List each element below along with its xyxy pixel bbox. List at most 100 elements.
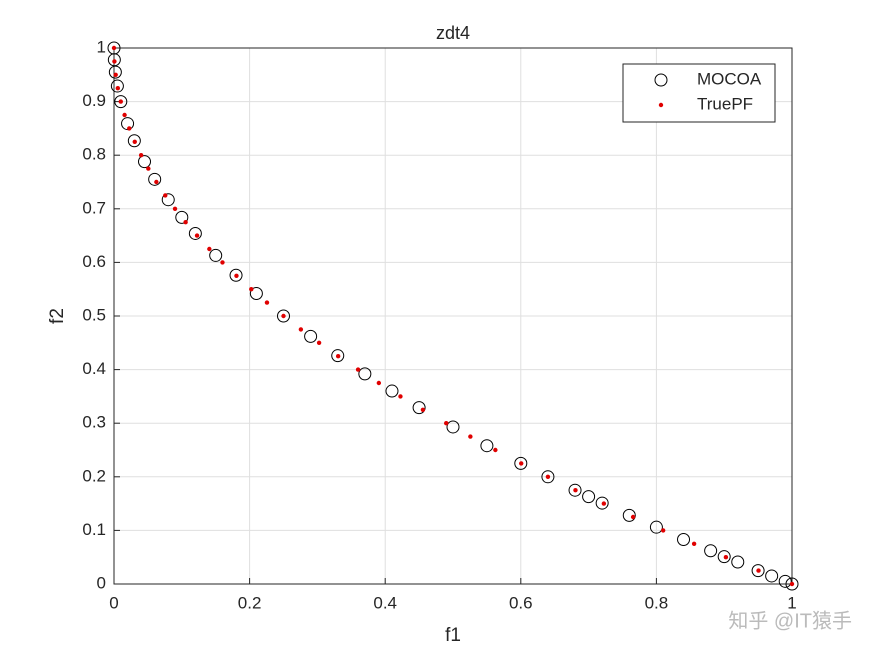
y-tick-label: 0.3 [82, 413, 106, 432]
point [704, 544, 718, 558]
point [281, 313, 286, 319]
point [595, 496, 609, 510]
point [541, 470, 555, 484]
point [778, 574, 792, 588]
point [785, 577, 799, 591]
point [677, 533, 691, 547]
point [110, 79, 124, 93]
point [514, 456, 528, 470]
point [194, 233, 200, 238]
point [446, 420, 460, 434]
point [691, 541, 697, 546]
point [316, 340, 322, 345]
point [765, 569, 779, 583]
point [183, 220, 188, 225]
point [298, 327, 304, 332]
y-tick-label: 0.5 [82, 305, 106, 324]
point [112, 59, 117, 64]
point [249, 286, 263, 300]
point [154, 179, 159, 185]
point [717, 550, 731, 564]
point [146, 166, 151, 171]
point [188, 226, 202, 240]
point [335, 354, 341, 359]
y-tick-label: 0.2 [82, 466, 106, 485]
point [789, 581, 795, 587]
point [331, 349, 345, 363]
point [114, 95, 128, 109]
point [420, 407, 426, 412]
point [385, 384, 399, 398]
point [582, 490, 596, 504]
point [468, 434, 473, 439]
point [376, 380, 382, 386]
legend-marker [654, 73, 668, 87]
chart-title: zdt4 [436, 23, 470, 43]
point [398, 394, 403, 399]
point [209, 248, 223, 262]
point [355, 367, 361, 372]
point [163, 193, 168, 198]
x-tick-label: 0.2 [238, 593, 262, 612]
point [519, 461, 524, 466]
point [731, 555, 745, 569]
y-tick-label: 0.1 [82, 520, 106, 539]
point [751, 564, 765, 578]
y-tick-label: 1 [97, 37, 106, 56]
point [138, 153, 144, 158]
point [161, 193, 175, 207]
legend-box [622, 63, 776, 123]
point [412, 401, 426, 415]
legend-marker [658, 102, 664, 108]
point [249, 287, 254, 292]
point [480, 439, 494, 453]
x-tick-label: 1 [787, 593, 796, 612]
legend-label: MOCOA [697, 69, 762, 88]
point [132, 139, 137, 144]
point [115, 86, 121, 91]
point [108, 65, 122, 79]
point [568, 483, 582, 497]
x-tick-label: 0 [109, 593, 118, 612]
y-tick-label: 0.6 [82, 252, 106, 271]
x-axis-label: f1 [445, 625, 461, 646]
point [756, 568, 761, 573]
point [545, 474, 551, 479]
y-axis-label: f2 [47, 308, 68, 324]
point [234, 273, 239, 278]
point [220, 260, 225, 265]
point [229, 268, 243, 282]
point [304, 329, 318, 343]
point [358, 367, 372, 381]
point [660, 528, 666, 533]
y-tick-label: 0.9 [82, 91, 106, 110]
y-tick-label: 0.8 [82, 145, 106, 164]
point [277, 309, 290, 323]
legend-label: TruePF [697, 94, 753, 113]
watermark: 知乎 @IT猿手 [728, 609, 852, 632]
point [113, 72, 118, 78]
point [207, 246, 212, 252]
point [622, 508, 636, 522]
x-tick-label: 0.6 [509, 593, 533, 612]
point [127, 126, 132, 131]
point [172, 206, 178, 211]
y-tick-label: 0.4 [82, 359, 106, 378]
point [630, 514, 636, 520]
x-tick-label: 0.4 [373, 593, 397, 612]
point [493, 447, 498, 453]
point [649, 520, 663, 534]
point [122, 112, 127, 118]
point [148, 172, 162, 186]
y-tick-label: 0 [97, 573, 106, 592]
point [118, 99, 123, 104]
point [127, 134, 141, 148]
point [573, 488, 578, 493]
point [601, 501, 607, 506]
point [264, 300, 270, 305]
y-tick-label: 0.7 [82, 198, 106, 217]
point [111, 45, 117, 51]
point [138, 155, 152, 169]
axes-box [113, 47, 793, 585]
